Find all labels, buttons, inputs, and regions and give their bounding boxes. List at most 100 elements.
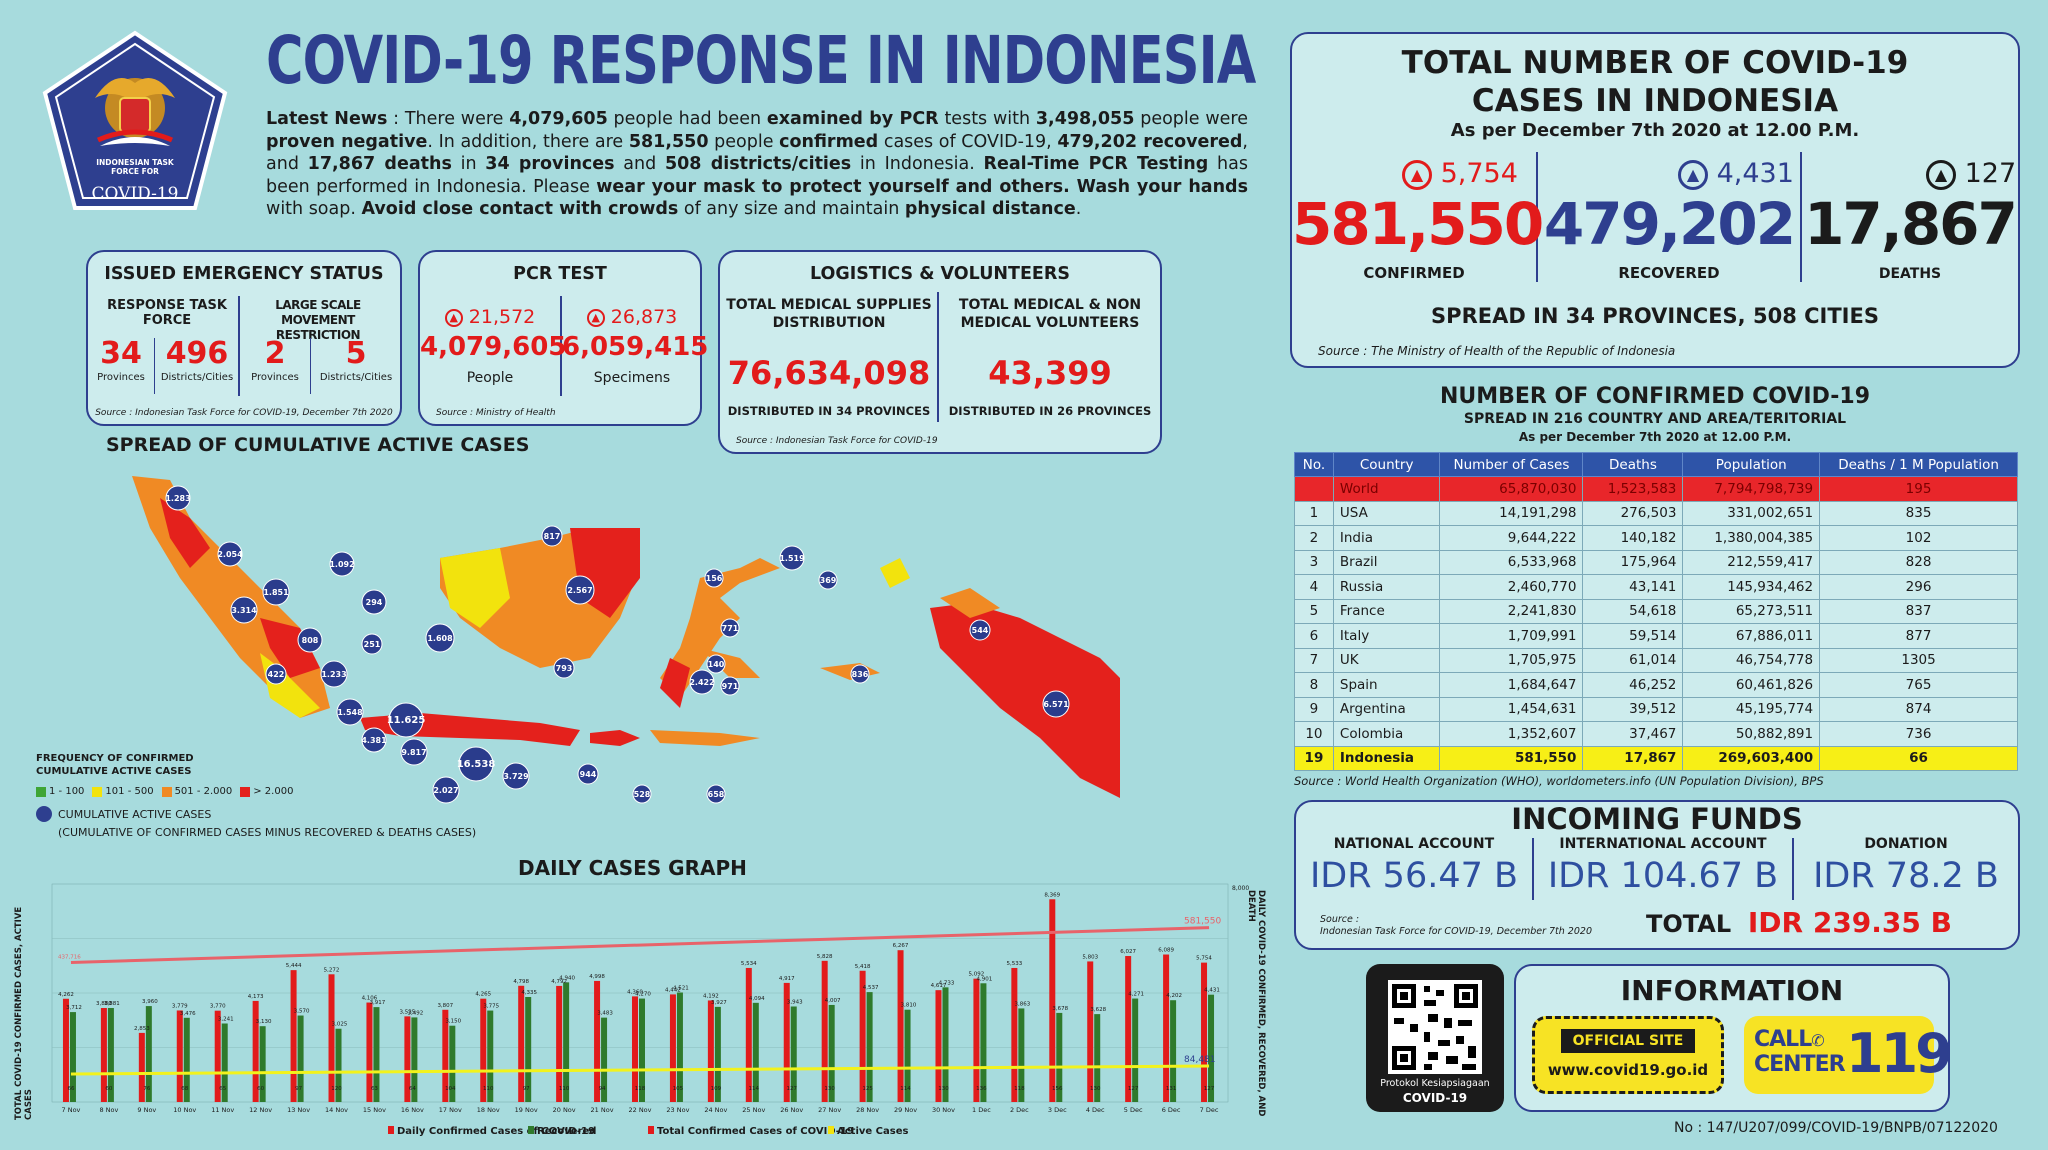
deaths-data-label: 114 [749,1086,760,1092]
news-segment: Real-Time PCR Testing [983,154,1209,174]
active-case-label: 2.027 [433,786,458,795]
confirmed-bar [859,970,866,1102]
table-cell [1294,476,1334,502]
divider [560,296,562,396]
deaths-data-label: 127 [1128,1086,1139,1092]
deaths-data-label: 105 [673,1086,684,1092]
recovered-bar [221,1023,228,1102]
papua-island [930,603,1120,798]
x-tick-label: 14 Nov [325,1106,348,1114]
active-case-bubble [706,784,726,804]
active-case-label: 3.729 [503,772,529,781]
bubble-layer: 1.283 2.054 1.092 1.851 3.314 808 422 1.233 251 1… [165,485,1070,804]
donation-value: IDR 78.2 B [1813,856,1999,896]
phone-icon: ✆ [1811,1031,1824,1050]
news-segment: and [614,154,665,174]
task-force-districts: 496 [165,336,229,371]
response-label: RESPONSE TASK FORCE [107,298,227,328]
recovered-data-label: 4,271 [1128,992,1144,998]
confirmed-data-label: 3,880 [96,1001,112,1007]
source-note: Source : The Ministry of Health of the R… [1318,344,1676,358]
active-case-label: 971 [722,682,739,691]
legend-swatch [161,786,172,797]
confirmed-bar [745,967,752,1102]
news-segment: of any size and maintain [678,199,905,219]
news-segment: 479,202 recovered [1057,131,1243,152]
confirmed-data-label: 3,535 [400,1009,416,1015]
divider [1792,838,1794,900]
sumatra-island [132,476,330,718]
total-subtitle: As per December 7th 2020 at 12.00 P.M. [1450,120,1860,141]
table-cell: 17,867 [1582,745,1684,771]
deaths-data-label: 76 [143,1086,150,1092]
recovered-bar [1056,1012,1063,1102]
table-cell: 837 [1819,598,2018,624]
confirmed-data-label: 4,173 [248,994,264,1000]
x-tick-label: 10 Nov [173,1106,196,1114]
active-case-label: 944 [580,770,597,779]
qr-card[interactable]: Protokol Kesiapsiagaan COVID-19 [1366,964,1504,1112]
table-cell: 765 [1819,672,2018,698]
confirmed-data-label: 4,265 [475,992,491,998]
funds-title: INCOMING FUNDS [1511,802,1803,836]
active-case-label: 2.567 [567,586,592,595]
recovered-bar [866,992,873,1102]
recovered-data-label: 3,917 [370,1000,386,1006]
x-tick-label: 19 Nov [515,1106,538,1114]
table-cell: 9 [1294,696,1334,722]
active-case-bubble [329,551,355,577]
unit-label: Districts/Cities [319,372,393,383]
legend-swatch [92,786,103,797]
active-case-label: 1.283 [165,494,190,503]
active-case-bubble [565,575,595,605]
deaths-label: DEATHS [1878,266,1942,282]
table-cell: 195 [1819,476,2018,502]
x-tick-label: 7 Dec [1200,1106,1219,1114]
recovered-label: RECOVERED [1618,264,1720,282]
news-segment: : There were [387,109,510,129]
confirmed-data-label: 6,027 [1120,949,1136,955]
deaths-data-label: 114 [900,1086,911,1092]
table-cell: 8 [1294,672,1334,698]
x-tick-label: 3 Dec [1048,1106,1067,1114]
increase-icon: ▲ [1402,159,1432,190]
table-cell: 1,523,583 [1582,476,1684,502]
table-cell: Spain [1332,672,1441,698]
recovered-bar [411,1017,418,1102]
active-case-bubble [217,541,243,567]
table-cell: Indonesia [1332,745,1441,771]
table-cell: 14,191,298 [1439,500,1584,526]
active-case-label: 1.519 [779,554,805,563]
active-case-bubble [320,660,348,688]
news-segment: people [708,131,780,152]
legend-label: Daily Confirmed Cases of COVID-19 [397,1126,595,1137]
news-segment: Avoid close contact with crowds [361,199,679,219]
active-case-label: 658 [708,790,725,799]
official-site-link[interactable]: OFFICIAL SITE www.covid19.go.id [1532,1016,1724,1094]
active-case-bubble [720,618,740,638]
table-cell: Brazil [1332,549,1441,575]
x-tick-label: 8 Nov [99,1106,118,1114]
official-site-url: www.covid19.go.id [1547,1061,1709,1079]
news-segment: 17,867 deaths [307,154,452,174]
deaths-data-label: 64 [409,1086,416,1092]
incoming-funds-panel: INCOMING FUNDS NATIONAL ACCOUNT IDR 56.4… [1294,800,2020,950]
emergency-title: ISSUED EMERGENCY STATUS [104,264,384,284]
confirmed-data-label: 4,360 [627,989,643,995]
table-row: 9 Argentina 1,454,631 39,512 45,195,774 874 [1294,696,2018,722]
active-case-bubble [553,657,575,679]
confirmed-bar [328,974,335,1102]
x-tick-label: 20 Nov [553,1106,576,1114]
confirmed-bar [252,1000,259,1102]
confirmed-bar [176,1010,183,1102]
call-center-button[interactable]: CALL✆ CENTER 119 [1744,1016,1953,1094]
active-case-bubble [165,485,191,511]
confirmed-increase: ▲ 5,754 [1402,158,1518,190]
deaths-data-label: 109 [711,1086,722,1092]
qr-caption-2: COVID-19 [1402,1091,1468,1105]
recovered-bar [752,1002,759,1102]
x-tick-label: 18 Nov [477,1106,500,1114]
table-row: 8 Spain 1,684,647 46,252 60,461,826 765 [1294,672,2018,698]
unit-label: Provinces [251,372,299,383]
confirmed-data-label: 5,828 [817,954,833,960]
